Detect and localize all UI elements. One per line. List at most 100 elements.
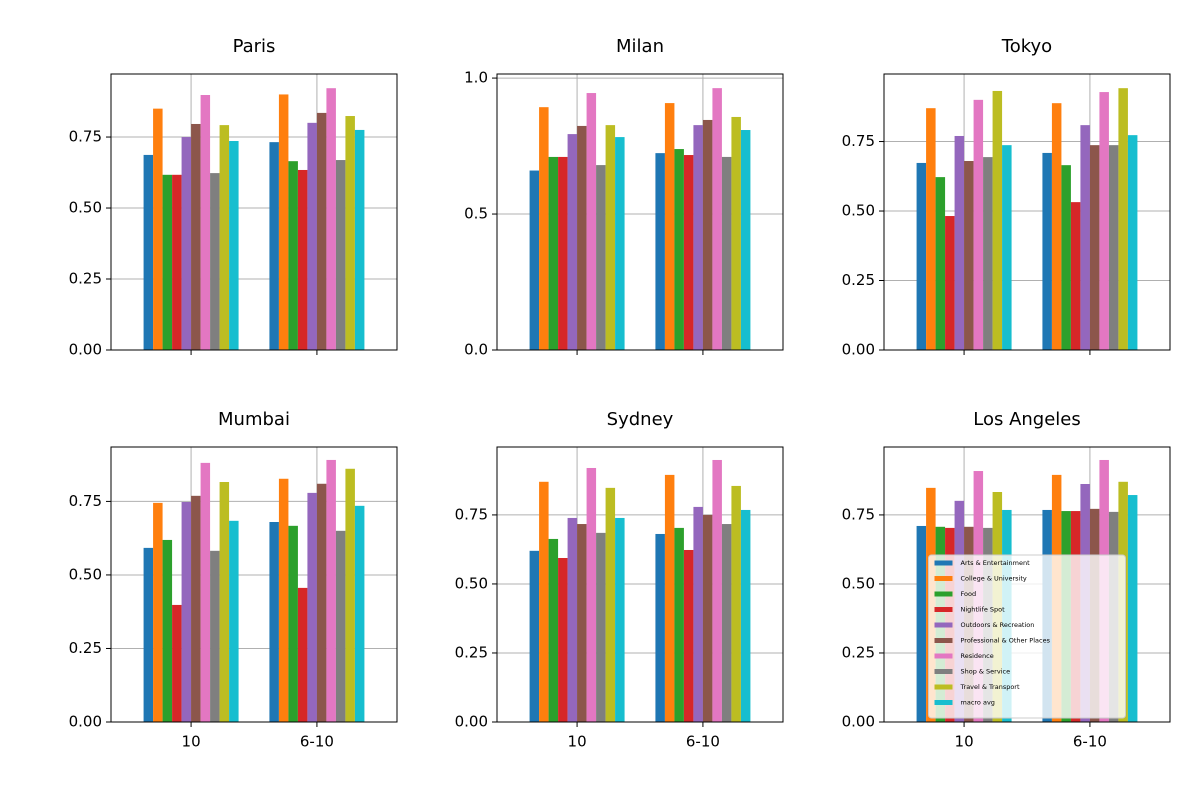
subplot-title: Sydney bbox=[607, 409, 674, 430]
bar bbox=[1061, 165, 1071, 350]
bar bbox=[1108, 145, 1119, 350]
bar bbox=[674, 149, 684, 350]
subplot-title: Tokyo bbox=[1001, 36, 1052, 57]
bar bbox=[229, 141, 239, 350]
bar bbox=[191, 123, 201, 350]
bar bbox=[721, 524, 732, 722]
bar bbox=[655, 533, 665, 722]
bar bbox=[153, 502, 163, 722]
y-tick-label: 0.0 bbox=[464, 341, 488, 359]
bar bbox=[567, 517, 578, 722]
bar bbox=[278, 478, 289, 722]
bar bbox=[693, 125, 703, 350]
y-tick-label: 0.00 bbox=[69, 341, 102, 359]
bar bbox=[181, 502, 192, 722]
legend-swatch bbox=[934, 700, 953, 705]
bar bbox=[210, 173, 220, 350]
bar bbox=[935, 177, 946, 350]
legend-label: macro avg bbox=[961, 699, 995, 707]
bar bbox=[1099, 92, 1109, 350]
bar bbox=[1089, 145, 1100, 350]
bar bbox=[200, 95, 211, 350]
axes-frame bbox=[883, 73, 1171, 351]
legend-swatch bbox=[934, 638, 953, 643]
bar bbox=[326, 88, 336, 350]
bar bbox=[354, 129, 365, 350]
legend-label: Residence bbox=[961, 652, 994, 660]
bar bbox=[153, 108, 163, 351]
y-tick-label: 0.50 bbox=[455, 574, 488, 592]
bar bbox=[693, 506, 703, 722]
bar bbox=[172, 174, 182, 350]
bar bbox=[740, 509, 751, 722]
bar bbox=[1118, 88, 1128, 350]
y-tick-label: 0.75 bbox=[455, 505, 488, 523]
legend-label: Outdoors & Recreation bbox=[961, 621, 1035, 629]
y-tick-label: 0.50 bbox=[69, 565, 102, 583]
bar bbox=[664, 474, 675, 722]
legend-swatch bbox=[934, 622, 953, 628]
bar bbox=[529, 550, 540, 722]
y-tick-label: 0.00 bbox=[842, 713, 875, 731]
bar bbox=[335, 530, 346, 722]
bar bbox=[983, 157, 993, 350]
bar bbox=[558, 156, 568, 350]
bar bbox=[354, 505, 365, 722]
bar bbox=[740, 130, 751, 350]
y-tick-label: 0.00 bbox=[69, 713, 102, 731]
y-tick-label: 0.25 bbox=[69, 270, 102, 288]
bar bbox=[1042, 152, 1052, 350]
bar bbox=[539, 481, 549, 722]
legend-swatch bbox=[934, 607, 953, 612]
bar bbox=[1051, 103, 1062, 350]
legend-label: Shop & Service bbox=[961, 668, 1011, 676]
y-tick-label: 0.00 bbox=[455, 713, 488, 731]
bar bbox=[316, 483, 327, 722]
bar bbox=[529, 170, 540, 350]
bar bbox=[954, 135, 965, 350]
y-tick-label: 0.00 bbox=[842, 341, 875, 359]
bar bbox=[605, 487, 616, 722]
subplot: Tokyo 0.00 0.25 0.50 0.75 bbox=[842, 36, 1171, 359]
subplot: Paris 0.00 0.25 0.50 0.75 bbox=[69, 36, 398, 359]
y-tick-label: 1.0 bbox=[464, 69, 488, 87]
subplot: Mumbai 0.00 0.25 0.50 0.75 10 6-10 bbox=[69, 409, 398, 751]
subplot-title: Mumbai bbox=[218, 409, 290, 430]
x-tick-label: 10 bbox=[182, 733, 201, 751]
subplot-title: Paris bbox=[233, 36, 276, 57]
bar bbox=[1127, 135, 1138, 350]
bar bbox=[345, 468, 355, 722]
bar bbox=[683, 155, 694, 350]
bar bbox=[200, 462, 211, 722]
legend-box bbox=[928, 554, 1126, 719]
y-tick-label: 0.50 bbox=[69, 199, 102, 217]
bar bbox=[605, 125, 616, 350]
bar bbox=[558, 557, 568, 722]
bar bbox=[288, 525, 298, 722]
bar bbox=[307, 122, 317, 350]
axes-frame bbox=[496, 73, 784, 351]
y-tick-label: 0.50 bbox=[842, 202, 875, 220]
y-tick-label: 0.75 bbox=[842, 505, 875, 523]
x-tick-label: 6-10 bbox=[1073, 733, 1107, 751]
bar bbox=[335, 160, 346, 350]
legend-label: Food bbox=[961, 590, 977, 598]
subplot: Sydney 0.00 0.25 0.50 0.75 10 6-10 bbox=[455, 409, 784, 751]
bar bbox=[916, 162, 927, 350]
y-tick-label: 0.25 bbox=[842, 271, 875, 289]
axes-frame bbox=[883, 446, 1171, 723]
legend-label: Nightlife Spot bbox=[961, 606, 1006, 614]
bar bbox=[586, 467, 597, 722]
bar bbox=[655, 153, 665, 350]
bar bbox=[143, 154, 154, 350]
bar bbox=[162, 174, 173, 350]
bar bbox=[577, 524, 587, 722]
bar bbox=[992, 90, 1003, 350]
bar bbox=[916, 525, 927, 722]
bar bbox=[288, 161, 298, 350]
subplot-title: Milan bbox=[616, 36, 664, 57]
legend-label: Travel & Transport bbox=[960, 683, 1020, 691]
bar bbox=[548, 538, 559, 722]
legend-label: Professional & Other Places bbox=[961, 637, 1051, 645]
bar bbox=[539, 107, 549, 351]
